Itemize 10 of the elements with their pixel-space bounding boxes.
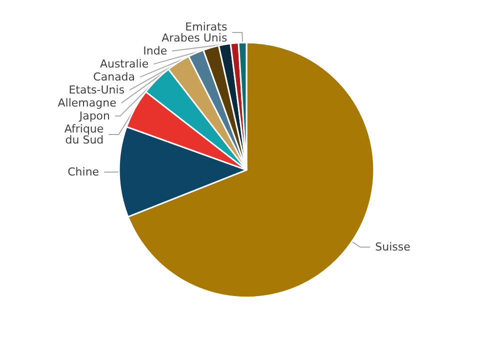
slice-label: Australie xyxy=(100,58,149,71)
slice-label: Chine xyxy=(68,166,100,179)
slice-label: Canada xyxy=(93,70,136,84)
slice-label: Inde xyxy=(143,44,168,58)
slice-label: Suisse xyxy=(375,240,411,254)
slice-label: Afrique du Sud xyxy=(64,122,104,147)
slice-label: Allemagne xyxy=(58,96,117,110)
slice-label: Etats-Unis xyxy=(68,84,125,97)
slice-label: Emirats Arabes Unis xyxy=(162,20,228,45)
slice-label: Japon xyxy=(78,110,110,123)
